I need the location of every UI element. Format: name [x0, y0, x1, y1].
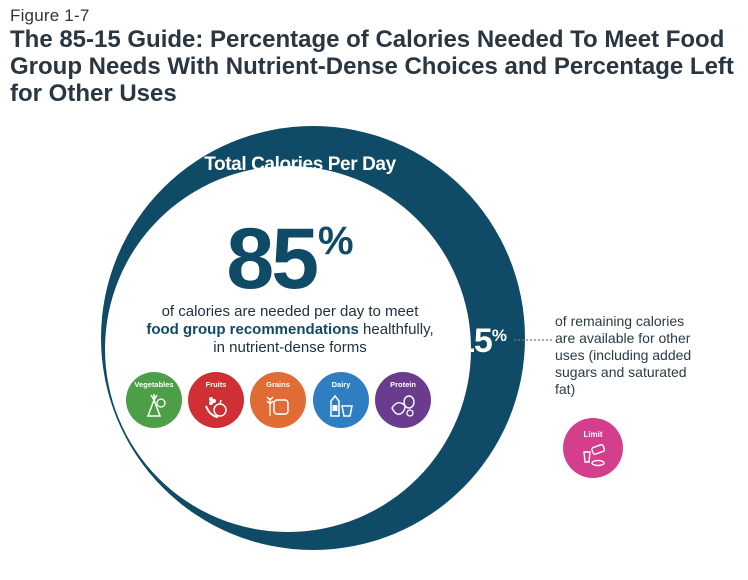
fruits-icon	[205, 397, 227, 418]
main-description: of calories are needed per day to meet f…	[130, 303, 450, 357]
healthfully-text: healthfully,	[358, 321, 434, 338]
protein-icon	[391, 395, 415, 417]
vegetables-icon	[146, 394, 166, 417]
dairy-icon	[330, 394, 353, 417]
remaining-percentage-value: 15	[456, 322, 493, 360]
main-percentage-symbol: %	[318, 219, 354, 263]
remaining-percentage-symbol: %	[491, 326, 507, 345]
food-group-protein: Protein	[375, 372, 431, 428]
limit-label: Limit	[583, 430, 603, 439]
limit-circle: Limit	[563, 418, 623, 478]
main-percentage-value: 85	[226, 211, 319, 307]
food-group-recommendations-text: food group recommendations	[146, 321, 359, 338]
food-group-label: Fruits	[205, 380, 227, 389]
remaining-description: of remaining calories are available for …	[555, 313, 692, 397]
food-group-label: Dairy	[331, 380, 351, 389]
main-description-line-2: food group recommendations healthfully,	[130, 321, 450, 339]
food-group-label: Grains	[266, 380, 290, 389]
main-percentage: 85%	[200, 216, 380, 302]
remaining-percentage: 15%	[456, 324, 507, 358]
food-group-label: Vegetables	[134, 380, 174, 389]
inner-circle-85-percent	[105, 166, 471, 532]
food-group-label: Protein	[390, 380, 416, 389]
figure-title: The 85-15 Guide: Percentage of Calories …	[10, 26, 734, 107]
food-group-vegetables: Vegetables	[126, 372, 182, 428]
food-group-dairy: Dairy	[313, 372, 369, 428]
food-group-fruits: Fruits	[188, 372, 244, 428]
food-group-grains: Grains	[250, 372, 306, 428]
total-calories-title: Total Calories Per Day	[204, 154, 396, 175]
grains-icon	[266, 396, 289, 416]
figure-label: Figure 1-7	[10, 6, 90, 25]
main-description-line-1: of calories are needed per day to meet	[161, 303, 419, 320]
limit-icon	[583, 443, 606, 467]
main-description-line-3: in nutrient-dense forms	[213, 339, 367, 356]
